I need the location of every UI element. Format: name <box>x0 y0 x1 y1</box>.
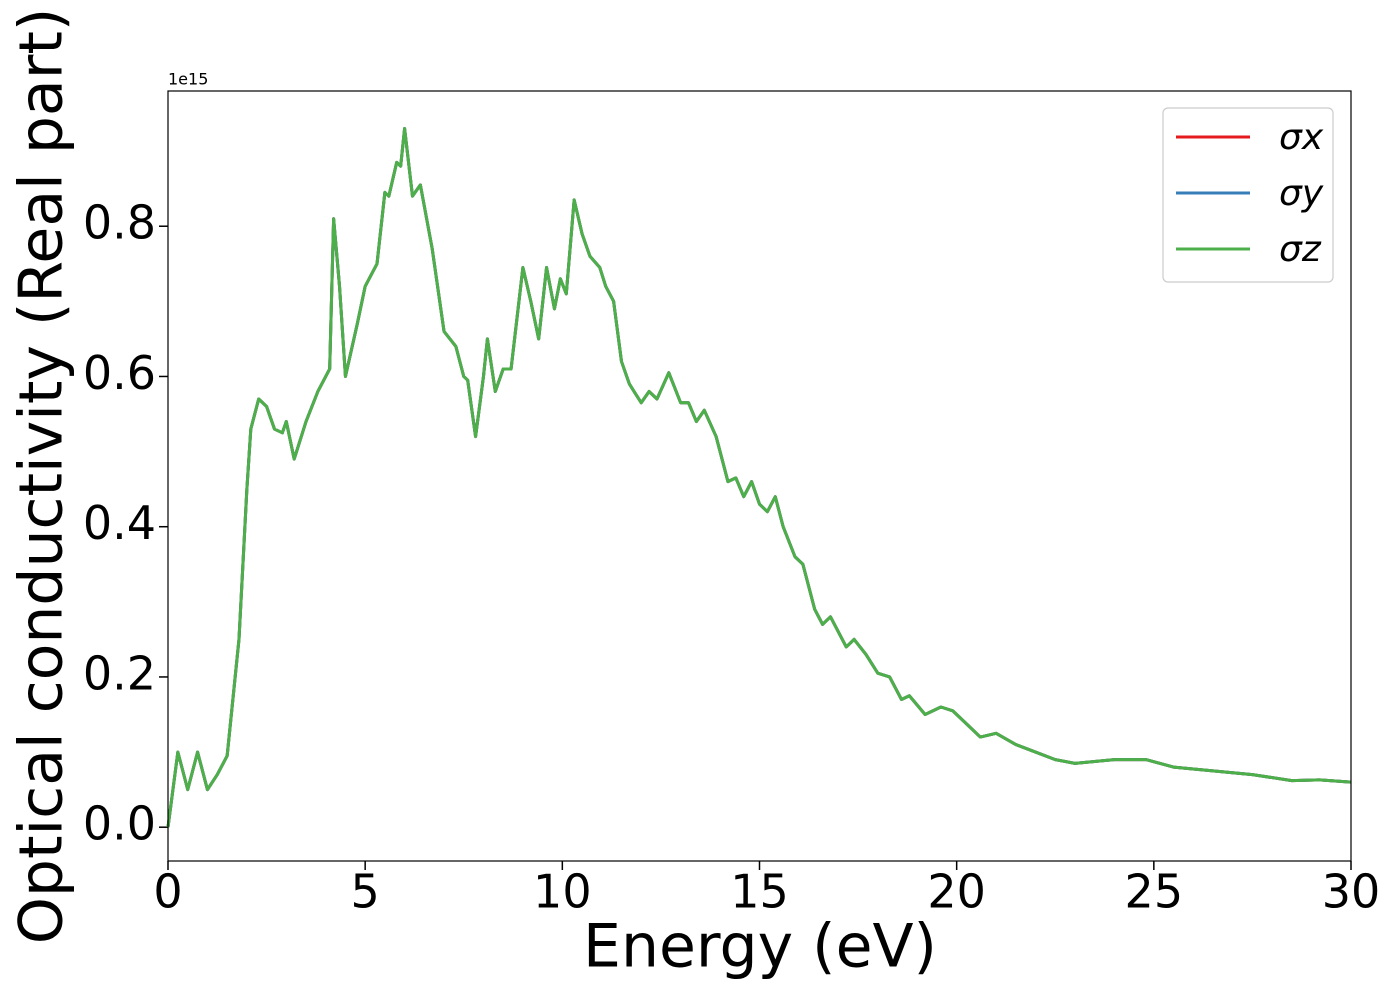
legend-label: σz <box>1279 229 1322 270</box>
x-tick-label: 30 <box>1322 865 1381 919</box>
x-tick-label: 20 <box>927 865 986 919</box>
x-tick-label: 0 <box>153 865 182 919</box>
y-tick-label: 0.6 <box>83 346 156 400</box>
x-tick-label: 10 <box>533 865 592 919</box>
y-tick-label: 0.0 <box>83 797 156 851</box>
y-axis-label: Optical conductivity (Real part) <box>7 8 77 945</box>
offset-label: 1e15 <box>168 70 208 89</box>
x-tick-label: 25 <box>1125 865 1184 919</box>
legend-box <box>1162 107 1334 283</box>
legend-label: σy <box>1279 173 1324 214</box>
x-tick-label: 15 <box>730 865 789 919</box>
y-tick-label: 0.4 <box>83 496 156 550</box>
data-line <box>166 127 1352 828</box>
y-tick-label: 0.8 <box>83 196 156 250</box>
x-tick-label: 5 <box>351 865 380 919</box>
x-axis-label: Energy (eV) <box>583 912 937 982</box>
legend-label: σx <box>1279 117 1324 158</box>
legend: σx σy σz <box>1162 107 1334 283</box>
y-tick-label: 0.2 <box>83 646 156 700</box>
plot-frame <box>167 90 1352 862</box>
